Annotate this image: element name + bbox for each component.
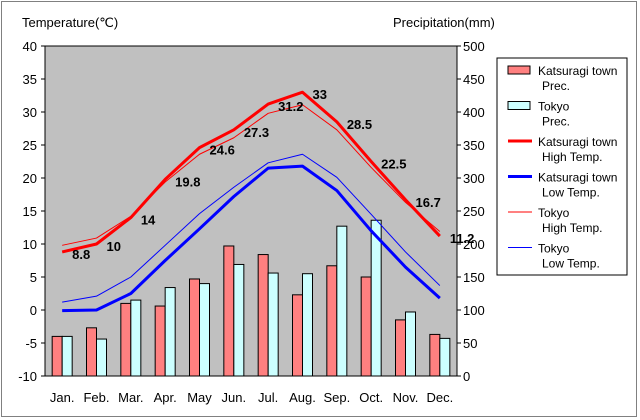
bar-katsuragi-prec-oct	[360, 276, 372, 377]
x-tick-label: Oct.	[359, 390, 383, 405]
left-tick-label: 35	[23, 72, 37, 87]
right-tick-label: 500	[463, 39, 485, 54]
left-tick-label: 0	[30, 303, 37, 318]
bar-tokyo-prec-oct	[370, 219, 382, 377]
right-tick-label: 50	[463, 336, 477, 351]
x-tick-label: Nov.	[393, 390, 419, 405]
bar-katsuragi-prec-mar	[120, 302, 132, 377]
left-tick-label: 5	[30, 270, 37, 285]
legend-label: Low Temp.	[542, 257, 600, 271]
data-label-high-0: 8.8	[72, 247, 90, 262]
bar-katsuragi-prec-feb	[86, 327, 97, 377]
x-tick-label: Sep.	[323, 390, 350, 405]
bar-tokyo-prec-jun	[233, 263, 245, 377]
left-tick-label: 40	[23, 39, 37, 54]
legend-box	[496, 57, 628, 276]
data-label-high-5: 27.3	[244, 125, 269, 140]
bar-tokyo-prec-mar	[130, 299, 142, 377]
line-tokyo-high-temp	[62, 104, 441, 246]
bar-tokyo-prec-feb	[96, 338, 107, 377]
legend-label: Prec.	[542, 115, 570, 129]
left-tick-label: 30	[23, 105, 37, 120]
right-tick-label: 200	[463, 237, 485, 252]
legend-label: Tokyo	[538, 206, 570, 220]
x-tick-label: Mar.	[118, 390, 143, 405]
data-label-high-10: 16.7	[416, 195, 441, 210]
bar-katsuragi-prec-apr	[154, 305, 166, 377]
legend-label: Katsuragi town	[538, 135, 617, 149]
left-tick-label: -10	[18, 369, 37, 384]
bar-tokyo-prec-dec	[439, 337, 451, 377]
bar-katsuragi-prec-dec	[429, 333, 441, 377]
data-label-high-3: 19.8	[175, 174, 200, 189]
x-tick-label: Jun.	[222, 390, 247, 405]
x-tick-label: Feb.	[83, 390, 109, 405]
legend-label: Prec.	[542, 79, 570, 93]
bar-katsuragi-prec-aug	[292, 294, 303, 377]
x-tick-label: May	[187, 390, 212, 405]
right-tick-label: 400	[463, 105, 485, 120]
left-tick-label: 20	[23, 171, 37, 186]
bar-tokyo-prec-may	[199, 283, 210, 377]
left-tick-label: 10	[23, 237, 37, 252]
x-tick-label: Aug.	[289, 390, 316, 405]
data-label-high-1: 10	[107, 239, 121, 254]
bar-tokyo-prec-nov	[405, 311, 416, 377]
right-tick-label: 300	[463, 171, 485, 186]
right-tick-label: 250	[463, 204, 485, 219]
right-tick-label: 100	[463, 303, 485, 318]
legend-swatch-bar	[507, 65, 531, 75]
x-tick-label: Jan.	[50, 390, 75, 405]
legend-label: Tokyo	[538, 100, 570, 114]
bar-tokyo-prec-jan	[61, 335, 73, 377]
legend-label: Low Temp.	[542, 186, 600, 200]
line-katsuragi-town-low-temp	[62, 164, 441, 313]
legend-swatch-bar	[507, 101, 531, 110]
left-axis-title: Temperature(℃)	[22, 15, 118, 30]
bar-tokyo-prec-apr	[164, 287, 176, 377]
data-label-high-8: 28.5	[347, 117, 372, 132]
data-label-high-4: 24.6	[210, 143, 235, 158]
legend-label: Katsuragi town	[538, 64, 617, 78]
bar-katsuragi-prec-nov	[395, 319, 406, 377]
data-label-high-6: 31.2	[278, 99, 303, 114]
bar-tokyo-prec-jul	[267, 272, 279, 377]
legend-label: High Temp.	[542, 150, 602, 164]
right-tick-label: 450	[463, 72, 485, 87]
legend-label: Katsuragi town	[538, 171, 617, 185]
left-tick-label: 15	[23, 204, 37, 219]
x-tick-label: Jul.	[258, 390, 278, 405]
left-tick-label: -5	[25, 336, 37, 351]
right-tick-label: 0	[463, 369, 470, 384]
x-tick-label: Apr.	[154, 390, 177, 405]
data-label-high-2: 14	[141, 213, 156, 228]
right-axis-title: Precipitation(mm)	[393, 15, 495, 30]
bar-katsuragi-prec-jun	[223, 245, 235, 377]
x-tick-label: Dec.	[426, 390, 453, 405]
bar-katsuragi-prec-sep	[326, 265, 338, 377]
bar-katsuragi-prec-may	[189, 278, 200, 377]
bar-tokyo-prec-sep	[336, 225, 348, 377]
plot-area	[44, 45, 458, 377]
bar-tokyo-prec-aug	[302, 273, 313, 377]
line-katsuragi-town-high-temp	[61, 90, 441, 254]
right-tick-label: 150	[463, 270, 485, 285]
left-tick-label: 25	[23, 138, 37, 153]
right-tick-label: 350	[463, 138, 485, 153]
legend-label: High Temp.	[542, 221, 602, 235]
data-label-high-9: 22.5	[381, 157, 406, 172]
bar-katsuragi-prec-jan	[51, 335, 63, 377]
legend-label: Tokyo	[538, 242, 570, 256]
bar-katsuragi-prec-jul	[257, 254, 269, 377]
data-label-high-11: 11.2	[450, 231, 475, 246]
data-label-high-7: 33	[313, 87, 327, 102]
line-tokyo-low-temp	[62, 153, 441, 303]
